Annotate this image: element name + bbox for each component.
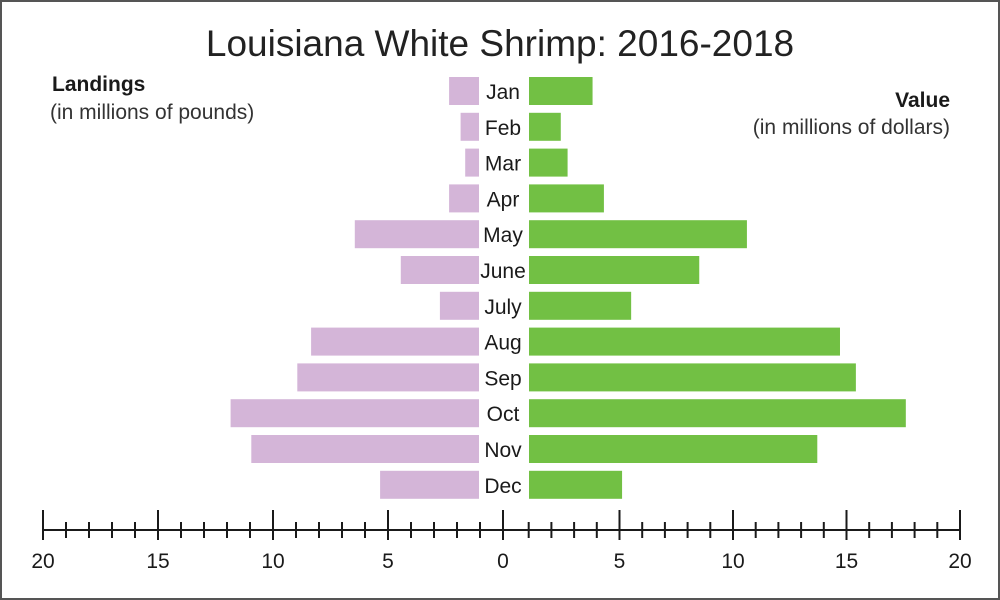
landings-bar-dec bbox=[380, 470, 479, 499]
right-series-name: Value bbox=[895, 89, 950, 112]
tick-label-0: 20 bbox=[31, 550, 54, 573]
landings-bar-mar bbox=[465, 148, 479, 177]
value-bar-aug bbox=[529, 327, 840, 356]
value-bar-mar bbox=[529, 148, 568, 177]
left-series-unit: (in millions of pounds) bbox=[50, 101, 254, 124]
tick-label-6: 10 bbox=[721, 550, 744, 573]
landings-bar-jan bbox=[449, 77, 479, 105]
landings-bar-may bbox=[354, 220, 479, 249]
value-bar-june bbox=[529, 256, 700, 284]
value-bar-apr bbox=[529, 184, 604, 213]
tick-label-3: 5 bbox=[382, 550, 394, 573]
month-label-july: July bbox=[484, 296, 522, 319]
value-bar-may bbox=[529, 220, 747, 249]
landings-bar-sep bbox=[297, 363, 479, 392]
right-series-unit: (in millions of dollars) bbox=[753, 116, 950, 139]
month-label-dec: Dec bbox=[484, 475, 521, 498]
month-label-feb: Feb bbox=[485, 117, 521, 140]
tick-label-1: 15 bbox=[146, 550, 169, 573]
tick-label-5: 5 bbox=[614, 550, 626, 573]
month-label-sep: Sep bbox=[484, 367, 521, 390]
value-bar-dec bbox=[529, 470, 623, 499]
value-bar-july bbox=[529, 291, 632, 320]
month-label-nov: Nov bbox=[484, 439, 522, 462]
month-label-mar: Mar bbox=[485, 153, 521, 176]
value-bar-oct bbox=[529, 399, 906, 428]
value-bar-nov bbox=[529, 435, 818, 463]
month-label-aug: Aug bbox=[484, 332, 521, 355]
value-bar-sep bbox=[529, 363, 856, 392]
bars-layer bbox=[230, 77, 906, 499]
tick-label-2: 10 bbox=[261, 550, 284, 573]
value-bar-jan bbox=[529, 77, 593, 105]
left-series-name: Landings bbox=[52, 73, 145, 96]
tick-label-8: 20 bbox=[948, 550, 971, 573]
value-bar-feb bbox=[529, 112, 561, 141]
landings-bar-apr bbox=[449, 184, 479, 213]
landings-bar-oct bbox=[230, 399, 479, 428]
month-label-jan: Jan bbox=[486, 81, 520, 104]
landings-bar-nov bbox=[251, 435, 479, 463]
landings-bar-feb bbox=[460, 112, 479, 141]
month-label-apr: Apr bbox=[487, 188, 520, 211]
landings-bar-aug bbox=[311, 327, 479, 356]
month-label-may: May bbox=[483, 224, 523, 247]
month-label-june: June bbox=[480, 260, 526, 283]
tick-label-7: 15 bbox=[835, 550, 858, 573]
month-label-oct: Oct bbox=[487, 403, 520, 426]
landings-bar-july bbox=[439, 291, 479, 320]
x-axis: 20 15 10 5 0 5 10 15 20 bbox=[31, 510, 972, 573]
landings-bar-june bbox=[400, 256, 479, 284]
tick-label-4: 0 bbox=[497, 550, 509, 573]
month-labels: Jan Feb Mar Apr May June July Aug Sep Oct Nov Dec bbox=[480, 81, 526, 498]
chart-title: Louisiana White Shrimp: 2016-2018 bbox=[206, 23, 794, 64]
